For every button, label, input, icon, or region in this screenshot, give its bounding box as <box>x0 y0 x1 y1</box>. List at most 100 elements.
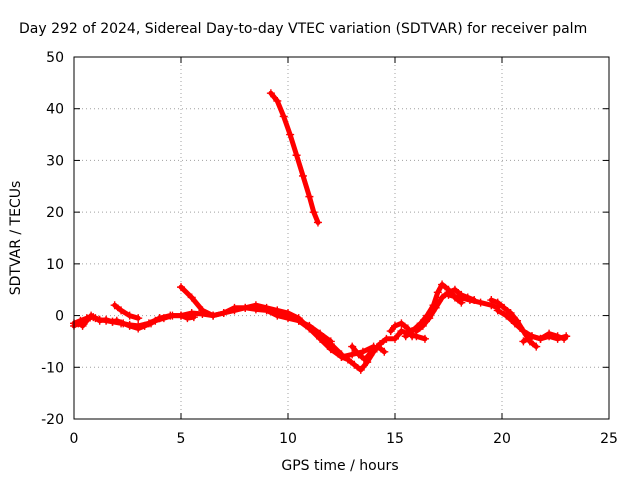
data-point <box>110 301 119 310</box>
data-point <box>183 314 192 323</box>
series-track-4 <box>151 311 198 325</box>
series-layer <box>70 89 571 374</box>
data-point <box>545 329 554 338</box>
data-point <box>108 317 117 326</box>
y-tick-label: 10 <box>46 257 64 273</box>
data-point <box>251 301 260 310</box>
data-point <box>536 334 545 343</box>
series-track-7 <box>273 308 335 346</box>
data-point <box>418 321 427 330</box>
plot-frame <box>73 56 610 420</box>
data-point <box>286 130 295 139</box>
series-track-12 <box>412 285 479 336</box>
data-point <box>373 342 382 351</box>
series-line <box>112 302 141 321</box>
series-track-5 <box>177 283 346 359</box>
data-point <box>493 298 502 307</box>
data-point <box>316 329 325 338</box>
data-point <box>532 342 541 351</box>
x-tick-label: 20 <box>493 431 511 447</box>
series-track-6 <box>266 89 322 227</box>
data-point <box>168 311 177 320</box>
data-point <box>356 365 365 374</box>
data-point <box>500 303 509 312</box>
data-point <box>298 171 307 180</box>
data-point <box>361 355 370 364</box>
data-point <box>397 319 406 328</box>
x-tick-label: 5 <box>177 431 186 447</box>
data-point <box>476 298 485 307</box>
data-point <box>134 314 143 323</box>
x-tick-label: 25 <box>600 431 618 447</box>
series-track-3 <box>110 301 143 323</box>
data-point <box>465 296 474 305</box>
data-point <box>386 327 395 336</box>
data-point <box>382 334 391 343</box>
data-point <box>313 218 322 227</box>
data-point <box>431 303 440 312</box>
chart-title: Day 292 of 2024, Sidereal Day-to-day VTE… <box>19 21 587 37</box>
y-tick-label: 0 <box>55 309 64 325</box>
data-point <box>177 311 185 320</box>
data-point <box>412 327 421 336</box>
data-point <box>89 313 98 322</box>
data-point <box>294 316 303 325</box>
x-tick-label: 0 <box>70 431 79 447</box>
series-line <box>413 287 477 334</box>
data-point <box>391 334 399 343</box>
data-point <box>493 306 502 315</box>
data-point <box>144 319 153 328</box>
data-point <box>125 320 134 329</box>
data-point <box>502 311 511 320</box>
data-point <box>273 308 282 317</box>
data-point <box>305 192 314 201</box>
data-point <box>279 112 288 121</box>
data-point <box>553 332 562 341</box>
data-point <box>326 337 335 346</box>
data-point <box>125 311 134 320</box>
data-point <box>487 296 496 305</box>
data-point <box>198 306 207 315</box>
series-track-16 <box>519 329 569 346</box>
data-point <box>455 293 464 302</box>
data-point <box>82 314 91 323</box>
data-point <box>527 332 536 341</box>
series-track-9 <box>348 342 389 364</box>
data-point <box>219 308 228 317</box>
data-point <box>262 303 271 312</box>
data-point <box>241 303 250 312</box>
data-point <box>444 290 453 299</box>
data-point <box>151 316 160 325</box>
data-point <box>305 321 314 330</box>
y-tick-label: 50 <box>46 50 64 66</box>
data-point <box>510 319 519 328</box>
y-tick-label: 20 <box>46 205 64 221</box>
x-tick-label: 10 <box>279 431 297 447</box>
data-point <box>187 293 196 302</box>
series-line <box>268 90 321 225</box>
data-point <box>189 313 198 322</box>
data-point <box>177 283 185 292</box>
series-line <box>178 284 344 357</box>
data-point <box>78 321 87 330</box>
data-point <box>337 352 346 361</box>
data-point <box>420 334 429 343</box>
data-point <box>397 327 406 336</box>
data-point <box>350 360 359 369</box>
y-axis-label: SDTVAR / TECUs <box>8 181 24 296</box>
data-point <box>284 311 292 320</box>
data-point <box>273 96 282 105</box>
data-point <box>438 293 447 302</box>
data-point <box>358 347 367 356</box>
data-point <box>348 342 357 351</box>
data-point <box>450 285 459 294</box>
x-axis-label: GPS time / hours <box>281 458 398 474</box>
data-point <box>117 306 126 315</box>
data-point <box>134 321 143 330</box>
data-point <box>403 324 412 333</box>
data-point <box>401 332 410 341</box>
data-point <box>266 89 275 98</box>
data-point <box>76 316 85 325</box>
grid <box>74 57 609 419</box>
